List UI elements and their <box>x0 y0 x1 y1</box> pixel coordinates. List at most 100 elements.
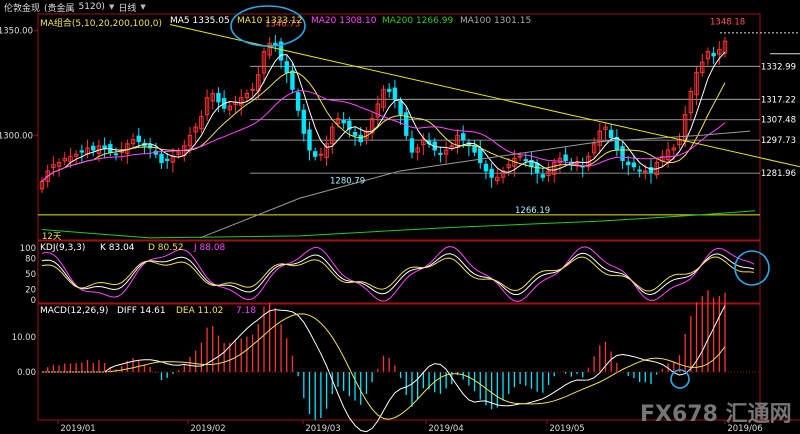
candle-body <box>244 93 250 99</box>
candle-body <box>540 174 546 178</box>
candle-body <box>352 131 358 136</box>
candle-body <box>51 164 56 169</box>
candle-body <box>671 147 676 151</box>
legend-ma-group[interactable]: MA组合(5,10,20,200,100,0) <box>40 19 162 29</box>
candle-body <box>563 154 568 161</box>
candle-body <box>375 103 381 118</box>
candle-body <box>301 109 307 134</box>
kdj-panel-frame <box>37 240 761 304</box>
candle-body <box>176 151 181 156</box>
candle-body <box>261 51 267 74</box>
kdj-tick-label: 20 <box>25 286 36 296</box>
candle-body <box>483 163 489 172</box>
candle-body <box>648 167 654 174</box>
candle-body <box>165 158 170 161</box>
candle-body <box>631 162 637 168</box>
candle-body <box>506 164 511 169</box>
period-selector[interactable]: 日线 <box>118 3 137 14</box>
candle-body <box>39 180 45 190</box>
legend-k: K 83.04 <box>100 243 135 253</box>
candle-body <box>603 126 608 131</box>
candle-body <box>421 139 426 146</box>
candle-body <box>130 139 136 145</box>
candle-body <box>56 162 62 167</box>
price-tick-label: 1350.00 <box>0 27 33 37</box>
candle-body <box>91 145 96 151</box>
candle-body <box>489 168 494 178</box>
date-label: 2019/05 <box>549 424 584 434</box>
candle-body <box>620 146 625 161</box>
kdj-tick-label: 80 <box>25 254 36 264</box>
candle-body <box>717 49 722 55</box>
kdj-tick-label: 100 <box>20 244 36 254</box>
candle-body <box>443 149 449 155</box>
legend-macd[interactable]: MACD(12,26,9) <box>40 306 109 316</box>
candle-body <box>250 88 255 91</box>
candle-body <box>210 93 215 102</box>
date-label: 2019/02 <box>190 424 225 434</box>
candle-body <box>574 162 580 165</box>
candle-body <box>472 145 477 153</box>
annotation-high-jun: 1348.18 <box>710 17 745 27</box>
candle-body <box>125 143 130 154</box>
period-dropdown-icon[interactable]: ▼ <box>140 3 146 11</box>
legend-macd-value: 7.18 <box>236 306 257 316</box>
highlight-circle-macd <box>670 369 690 389</box>
candle-body <box>73 153 79 157</box>
candle-body <box>626 161 631 166</box>
candle-body <box>500 170 506 178</box>
macd-tick-label: 0.00 <box>17 368 36 378</box>
candle-body <box>193 126 198 133</box>
candle-body <box>312 151 318 157</box>
candle-body <box>307 129 312 151</box>
date-label: 2019/06 <box>727 424 762 434</box>
candle-body <box>597 130 602 146</box>
candle-body <box>199 116 204 130</box>
candle-body <box>318 153 324 156</box>
candle-body <box>460 133 466 141</box>
date-label: 2019/04 <box>428 424 463 434</box>
annotation-low-mar: 1280.79 <box>330 177 365 187</box>
level-label: 1307.48 <box>761 116 796 126</box>
candle-body <box>358 134 363 143</box>
candle-body <box>62 157 67 162</box>
macd-dea-line <box>42 313 726 420</box>
candle-body <box>546 170 551 177</box>
candle-body <box>330 126 335 145</box>
annotation-high-feb: 1346.73 <box>265 20 300 30</box>
candle-body <box>79 150 85 153</box>
ma10-line <box>41 71 726 182</box>
instrument-name[interactable]: 伦敦金现 <box>4 3 41 14</box>
candle-body <box>705 51 711 60</box>
candle-body <box>608 129 614 138</box>
kdj-tick-label: 50 <box>25 270 36 280</box>
candle-body <box>369 118 375 134</box>
level-label: 1297.73 <box>761 136 796 146</box>
candle-body <box>495 176 500 182</box>
legend-ma200: MA200 1266.99 <box>382 16 454 26</box>
legend-kdj[interactable]: KDJ(9,3,3) <box>40 243 86 253</box>
legend-ma100: MA100 1301.15 <box>460 16 532 26</box>
candle-body <box>386 88 392 92</box>
instrument-code: 5120) <box>78 2 105 12</box>
candle-body <box>643 170 648 173</box>
candle-body <box>478 148 483 164</box>
annotation-low-may: 1266.19 <box>515 206 550 216</box>
legend-d: D 80.52 <box>148 243 184 253</box>
candle-body <box>187 134 193 147</box>
candle-body <box>347 120 352 130</box>
candle-body <box>295 92 301 111</box>
candle-body <box>552 162 557 175</box>
kdj-j-line <box>41 245 755 303</box>
candle-body <box>449 145 455 148</box>
candle-body <box>722 40 728 54</box>
ma200-line <box>41 210 756 239</box>
instrument-dropdown-icon[interactable]: ▼ <box>108 3 115 11</box>
kdj-k-line <box>41 252 755 296</box>
candle-body <box>341 119 346 124</box>
candle-body <box>392 87 398 101</box>
candle-body <box>335 118 341 125</box>
candle-body <box>290 70 295 90</box>
candle-body <box>665 149 671 161</box>
